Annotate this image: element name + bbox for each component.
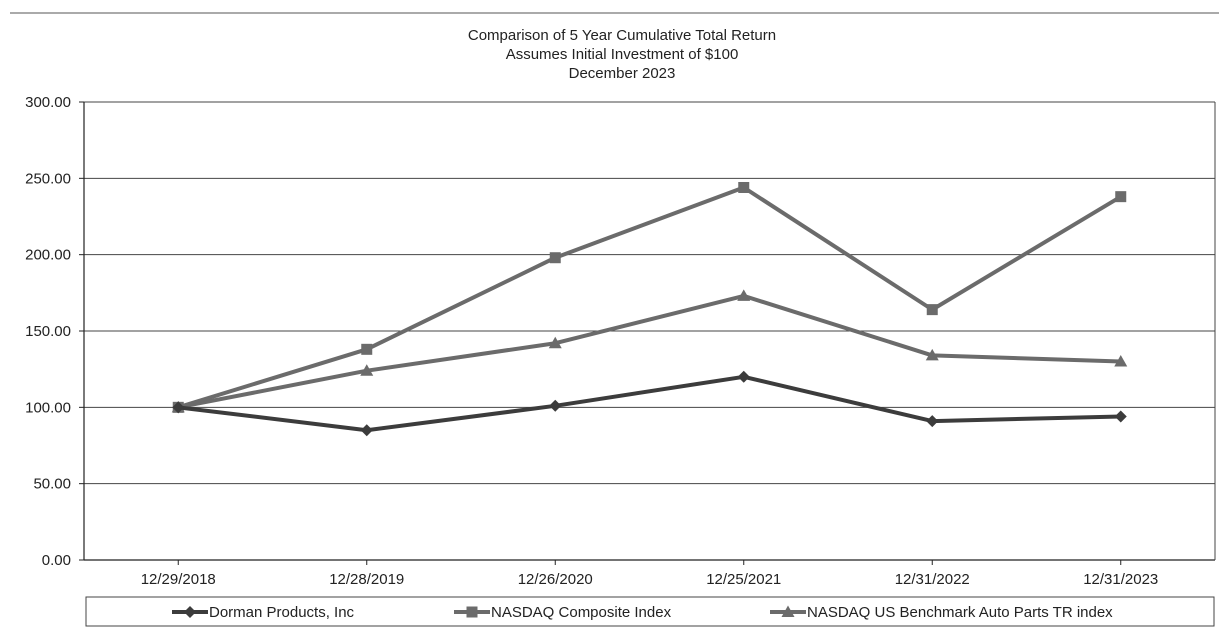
grid bbox=[83, 101, 1216, 561]
title-line-3: December 2023 bbox=[569, 65, 676, 82]
data-point bbox=[738, 181, 750, 193]
data-point bbox=[737, 289, 751, 301]
y-tick-label: 300.00 bbox=[25, 94, 71, 111]
x-tick-label: 12/28/2019 bbox=[329, 571, 404, 588]
data-point bbox=[361, 343, 373, 355]
x-tick-label: 12/25/2021 bbox=[706, 571, 781, 588]
title-line-1: Comparison of 5 Year Cumulative Total Re… bbox=[468, 27, 776, 44]
y-tick-label: 200.00 bbox=[25, 247, 71, 264]
legend-item: NASDAQ Composite Index bbox=[454, 604, 672, 621]
data-point bbox=[1115, 191, 1127, 203]
data-point bbox=[172, 401, 185, 414]
data-point bbox=[360, 424, 373, 437]
data-point bbox=[1114, 410, 1127, 423]
data-point bbox=[737, 370, 750, 383]
data-point bbox=[925, 348, 939, 361]
y-tick-label: 150.00 bbox=[25, 323, 71, 340]
x-axis-ticks: 12/29/2018 12/28/2019 12/26/2020 12/25/2021… bbox=[141, 560, 1158, 588]
series-group bbox=[171, 181, 1128, 437]
chart-title: Comparison of 5 Year Cumulative Total Re… bbox=[468, 27, 776, 82]
y-tick-label: 50.00 bbox=[33, 476, 71, 493]
data-point bbox=[926, 304, 938, 316]
series-2 bbox=[171, 289, 1128, 413]
data-point bbox=[549, 399, 562, 412]
x-tick-label: 12/31/2022 bbox=[895, 571, 970, 588]
legend-marker bbox=[781, 605, 795, 617]
legend-label: NASDAQ US Benchmark Auto Parts TR index bbox=[807, 604, 1113, 621]
series-line bbox=[177, 185, 1122, 410]
x-tick-label: 12/29/2018 bbox=[141, 571, 216, 588]
legend-item: Dorman Products, Inc bbox=[172, 604, 355, 621]
series-0 bbox=[172, 370, 1127, 437]
legend-label: Dorman Products, Inc bbox=[209, 604, 355, 621]
x-tick-label: 12/31/2023 bbox=[1083, 571, 1158, 588]
y-tick-label: 100.00 bbox=[25, 399, 71, 416]
legend-label: NASDAQ Composite Index bbox=[491, 604, 672, 621]
data-point bbox=[1114, 355, 1128, 367]
legend-marker bbox=[466, 606, 478, 618]
series-line bbox=[178, 374, 1121, 433]
y-tick-label: 0.00 bbox=[42, 552, 71, 569]
data-point bbox=[548, 336, 562, 349]
y-tick-label: 250.00 bbox=[25, 170, 71, 187]
x-tick-label: 12/26/2020 bbox=[518, 571, 593, 588]
data-point bbox=[926, 415, 939, 428]
legend-marker bbox=[184, 606, 196, 618]
legend-item: NASDAQ US Benchmark Auto Parts TR index bbox=[770, 604, 1113, 621]
data-point bbox=[549, 252, 561, 264]
legend: Dorman Products, Inc NASDAQ Composite Ind… bbox=[85, 596, 1215, 627]
series-1 bbox=[172, 181, 1127, 413]
y-axis-ticks: 0.00 50.00 100.00 150.00 200.00 250.00 300.00 bbox=[25, 94, 84, 569]
legend-box bbox=[85, 596, 1215, 627]
title-line-2: Assumes Initial Investment of $100 bbox=[506, 46, 739, 63]
series-line bbox=[177, 293, 1121, 410]
data-point bbox=[360, 364, 374, 376]
